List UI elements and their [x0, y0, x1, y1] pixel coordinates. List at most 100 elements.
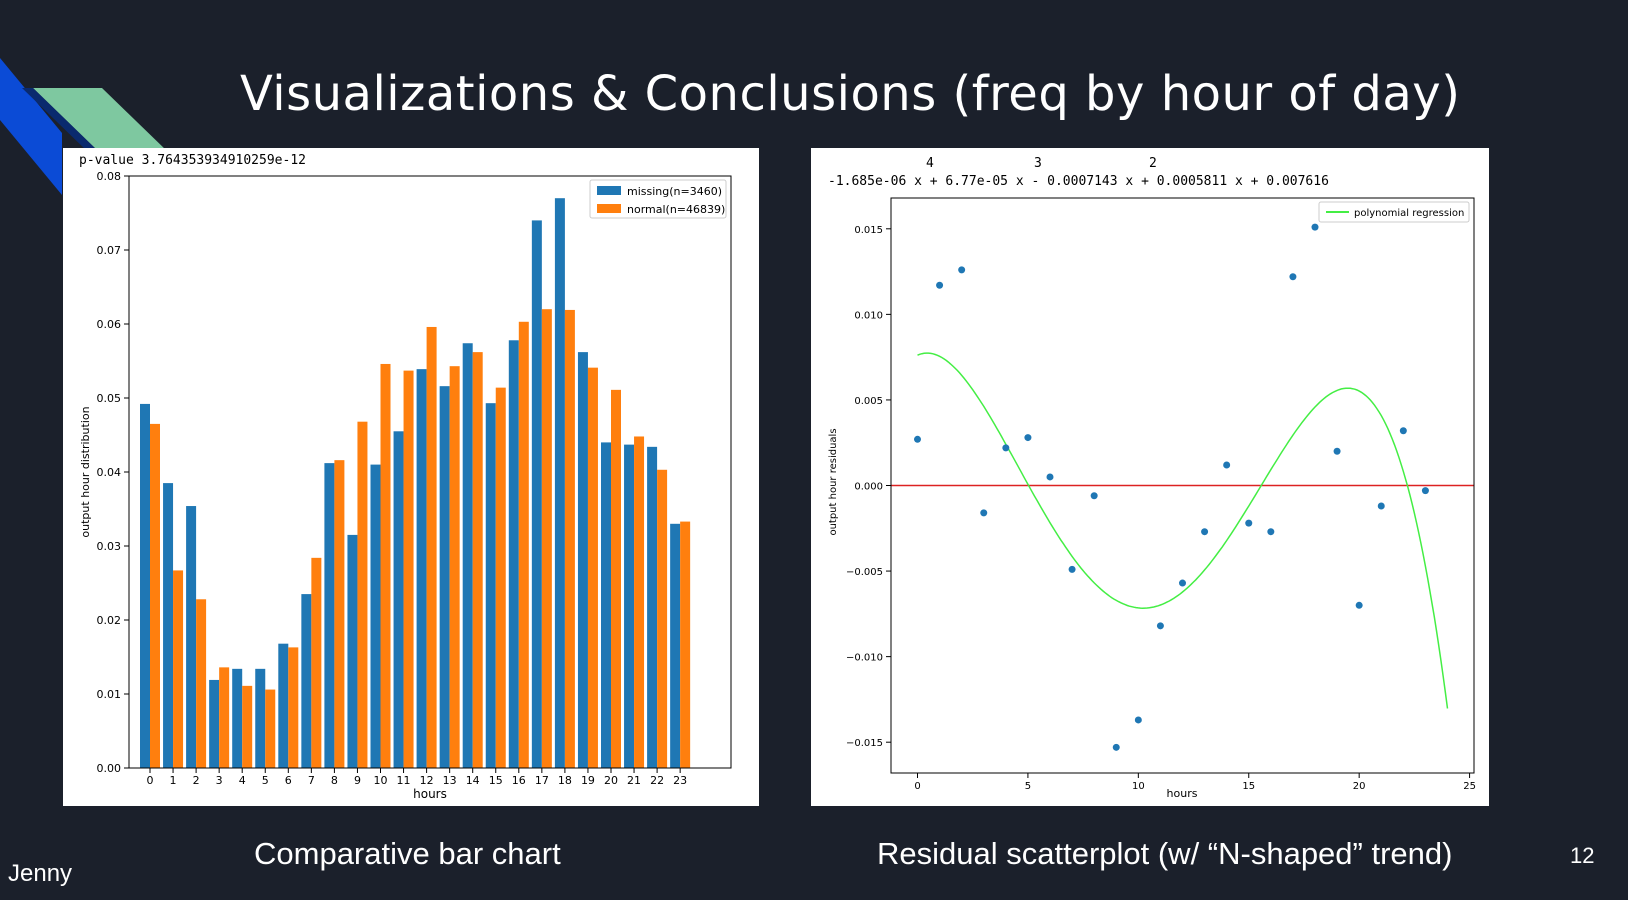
x-tick-label: 8 — [331, 774, 338, 787]
residual-point — [1201, 528, 1209, 536]
residual-point — [1156, 622, 1164, 630]
bar-normal — [242, 685, 253, 768]
bar-missing — [140, 403, 150, 768]
bar-missing — [554, 198, 565, 768]
bar-normal — [311, 557, 322, 768]
residual-point — [936, 281, 944, 289]
equation-exponent-2: 2 — [1149, 156, 1157, 171]
legend-label-missing: missing(n=3460) — [627, 185, 722, 198]
bar-normal — [472, 352, 483, 768]
x-tick-label: 9 — [354, 774, 361, 787]
residual-point — [1112, 743, 1120, 751]
legend-box — [1318, 201, 1470, 223]
residual-point — [914, 435, 921, 443]
x-tick-label: 17 — [535, 774, 549, 787]
plot-frame — [890, 197, 1475, 774]
residual-point — [1267, 528, 1275, 536]
bar-normal — [587, 367, 598, 768]
x-tick-label: 15 — [1242, 781, 1255, 792]
residual-point — [1245, 519, 1253, 527]
legend-swatch-normal — [597, 204, 621, 213]
residual-point — [1024, 434, 1032, 442]
y-tick-label: 0.005 — [854, 396, 883, 407]
y-tick-label: 0.07 — [97, 244, 122, 257]
bar-missing — [186, 506, 197, 768]
bar-normal — [449, 366, 460, 768]
bar-normal — [265, 689, 276, 768]
y-tick-label: 0.06 — [97, 318, 122, 331]
bar-missing — [255, 668, 266, 768]
residual-point — [1179, 579, 1186, 587]
bar-missing — [531, 220, 542, 768]
caption-bar-chart: Comparative bar chart — [254, 836, 561, 871]
green-stripe — [33, 88, 168, 152]
regression-curve — [917, 352, 1449, 709]
bar-missing — [163, 483, 174, 768]
residual-point — [1090, 492, 1098, 500]
x-tick-label: 19 — [581, 774, 595, 787]
x-tick-label: 3 — [216, 774, 223, 787]
y-tick-label: −0.005 — [846, 567, 883, 578]
residual-point — [1046, 473, 1054, 481]
x-tick-label: 5 — [262, 774, 269, 787]
y-tick-label: −0.010 — [846, 653, 883, 664]
page-number: 12 — [1570, 843, 1595, 868]
residual-point — [1068, 565, 1076, 573]
x-tick-label: 25 — [1463, 781, 1476, 792]
bar-chart: p-value 3.764353934910259e-12 0.00 0.01 0.… — [79, 153, 732, 801]
x-tick-label: 23 — [673, 774, 687, 787]
bar-normal — [334, 460, 345, 768]
equation-exponent-3: 3 — [1034, 156, 1042, 171]
caption-scatterplot: Residual scatterplot (w/ “N-shaped” tren… — [877, 836, 1453, 871]
x-tick-label: 22 — [650, 774, 664, 787]
bar-missing — [670, 523, 681, 768]
x-tick-label: 14 — [466, 774, 480, 787]
residual-point — [1377, 502, 1385, 510]
bar-normal — [150, 423, 160, 768]
x-tick-label: 2 — [193, 774, 200, 787]
residual-point — [1002, 444, 1010, 452]
y-tick-label: 0.04 — [97, 466, 122, 479]
bar-missing — [601, 442, 611, 768]
bar-missing — [209, 679, 220, 768]
bar-missing — [324, 463, 335, 768]
x-axis-label: hours — [1167, 787, 1198, 800]
bar-normal — [288, 647, 299, 768]
bar-normal — [426, 326, 437, 768]
author-name: Jenny — [8, 860, 73, 887]
y-tick-label: 0.02 — [97, 614, 122, 627]
y-tick-label: 0.08 — [97, 170, 122, 183]
bar-normal — [611, 389, 621, 768]
residual-point — [1399, 427, 1407, 435]
legend-box — [589, 179, 727, 219]
dark-stripe — [22, 88, 99, 152]
residual-point — [1421, 487, 1429, 495]
bar-missing — [278, 643, 289, 768]
bar-normal — [219, 667, 230, 768]
bar-missing — [577, 352, 588, 768]
y-tick-label: 0.000 — [854, 482, 883, 493]
y-axis-label: output hour distribution — [79, 406, 92, 537]
x-tick-label: 0 — [147, 774, 154, 787]
y-tick-label: 0.05 — [97, 392, 122, 405]
x-tick-label: 1 — [170, 774, 177, 787]
residual-point — [1333, 447, 1341, 455]
x-tick-label: 13 — [443, 774, 457, 787]
x-tick-label: 10 — [1132, 781, 1145, 792]
x-tick-label: 11 — [397, 774, 411, 787]
x-tick-label: 16 — [512, 774, 526, 787]
legend-swatch-missing — [597, 186, 621, 195]
x-tick-label: 15 — [489, 774, 503, 787]
bar-missing — [647, 446, 658, 768]
regression-equation: -1.685e-06 x + 6.77e-05 x - 0.0007143 x … — [828, 174, 1329, 189]
x-tick-label: 21 — [627, 774, 641, 787]
bar-missing — [370, 464, 381, 768]
y-tick-label: 0.01 — [97, 688, 122, 701]
bar-normal — [564, 309, 575, 768]
bar-normal — [495, 387, 506, 768]
bar-missing — [508, 340, 519, 768]
bar-normal — [173, 570, 184, 768]
x-tick-label: 0 — [914, 781, 920, 792]
x-axis-label: hours — [413, 787, 447, 801]
residual-point — [1134, 716, 1142, 724]
